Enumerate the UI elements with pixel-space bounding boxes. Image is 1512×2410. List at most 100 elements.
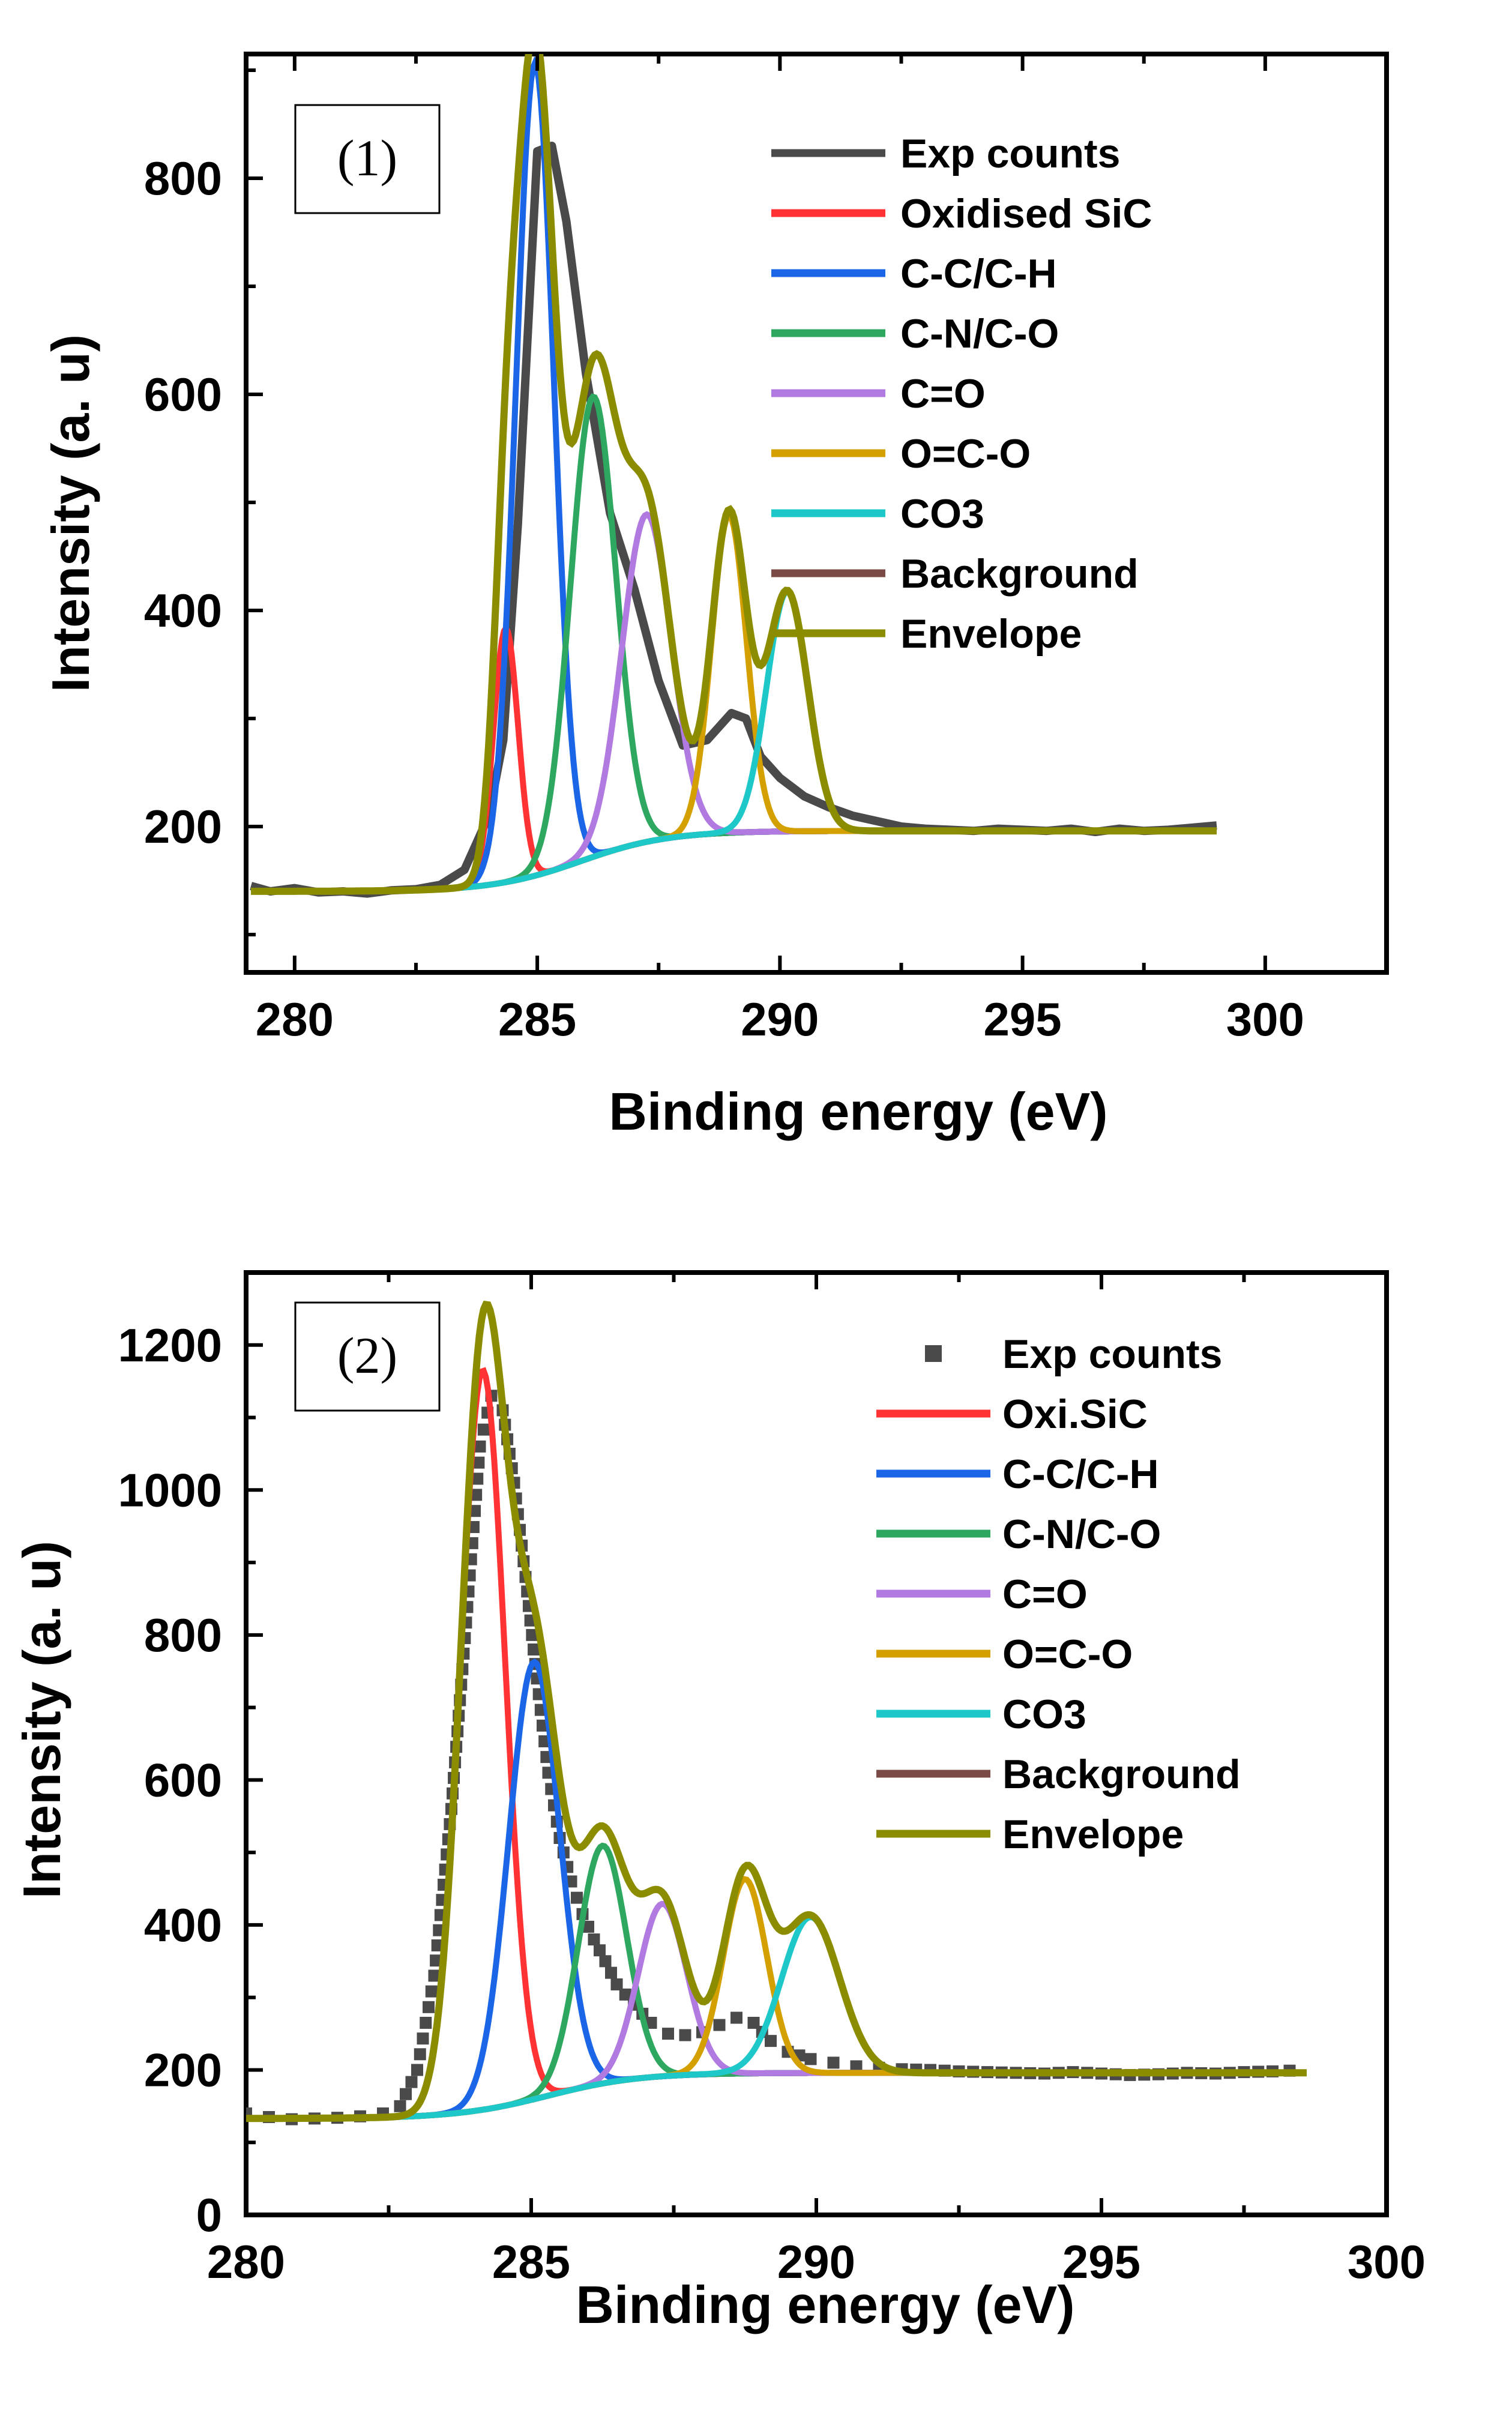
exp-count-point — [246, 2107, 252, 2119]
legend-item-o-c-o: O=C-O — [771, 431, 1031, 477]
exp-count-point — [411, 2064, 423, 2076]
exp-count-point — [594, 1944, 606, 1957]
y-tick-label: 800 — [144, 152, 222, 205]
legend-label: C=O — [900, 371, 986, 417]
exp-count-point — [430, 1954, 442, 1967]
exp-count-point — [471, 1472, 484, 1485]
exp-count-point — [528, 1643, 540, 1655]
y-axis-ticks: 200 400 600 800 — [144, 68, 263, 936]
exp-count-point — [713, 2019, 726, 2031]
y-tick-label: 400 — [144, 1899, 222, 1951]
x-axis-ticks: 280 285 290 295 300 — [207, 1273, 1426, 2288]
y-tick-label: 400 — [144, 584, 222, 637]
legend-item-background: Background — [771, 551, 1139, 597]
y-tick-label: 200 — [144, 2043, 222, 2096]
x-tick-label: 285 — [498, 993, 576, 1046]
exp-count-point — [765, 2035, 777, 2047]
exp-count-point — [588, 1933, 600, 1946]
legend-label: O=C-O — [1002, 1631, 1133, 1677]
chart-panel-1: 280 285 290 295 300 200 400 600 800 (1) Exp cou… — [41, 52, 1389, 1141]
envelope-line — [246, 1300, 1307, 2122]
legend-label: C-C/C-H — [1002, 1451, 1159, 1497]
legend-item-background: Background — [876, 1752, 1241, 1797]
x-axis-title: Binding energy (eV) — [609, 1082, 1107, 1141]
background-line — [251, 828, 1217, 894]
exp-count-point — [400, 2088, 412, 2100]
legend: Exp counts Oxidised SiC C-C/C-H C-N/C-O C=O O… — [771, 131, 1152, 657]
x-tick-label: 290 — [777, 2235, 855, 2288]
legend-item-c-o: C=O — [876, 1571, 1088, 1617]
oxidised-sic-peak-line — [251, 622, 1217, 894]
exp-count-point — [414, 2048, 426, 2061]
x-axis-ticks: 280 285 290 295 300 — [256, 54, 1388, 1046]
plot-area: 280 285 290 295 300 200 400 600 800 — [144, 52, 1389, 1046]
legend-item-co3: CO3 — [876, 1692, 1086, 1737]
exp-count-point — [730, 2011, 742, 2024]
legend-label: Oxi.SiC — [1002, 1391, 1148, 1437]
x-axis-title: Binding energy (eV) — [576, 2275, 1074, 2334]
exp-count-point — [477, 1423, 490, 1436]
exp-count-point — [425, 1985, 438, 1998]
legend-label: C-C/C-H — [900, 251, 1057, 297]
c-c-c-h-peak-line — [246, 1658, 1307, 2122]
exp-count-point — [405, 2076, 418, 2088]
panel-label: (1) — [337, 129, 397, 187]
panel-label-box: (1) — [294, 104, 441, 214]
exp-count-point — [420, 2016, 432, 2029]
panel-label-box: (2) — [294, 1301, 441, 1412]
legend-label: Envelope — [1002, 1812, 1184, 1857]
legend-label: Exp counts — [1002, 1331, 1223, 1377]
exp-count-point — [474, 1440, 486, 1453]
x-tick-label: 280 — [207, 2235, 285, 2288]
x-tick-label: 290 — [741, 993, 819, 1046]
exp-count-point — [610, 1978, 623, 1990]
exp-count-point — [582, 1920, 594, 1933]
exp-count-point — [679, 2029, 691, 2041]
x-tick-label: 280 — [256, 993, 334, 1046]
curves — [246, 1300, 1307, 2125]
legend-label: Envelope — [900, 611, 1082, 657]
legend-item-c-n-c-o: C-N/C-O — [876, 1511, 1161, 1557]
exp-count-point — [605, 1966, 617, 1979]
legend-item-exp-counts: Exp counts — [771, 131, 1121, 176]
exp-count-point — [804, 2053, 817, 2065]
exp-count-point — [423, 2001, 435, 2013]
legend-item-c-n-c-o: C-N/C-O — [771, 311, 1059, 357]
legend-item-exp-counts: Exp counts — [925, 1331, 1223, 1377]
x-tick-label: 300 — [1226, 993, 1304, 1046]
legend-label: Oxidised SiC — [900, 191, 1152, 236]
exp-count-point — [431, 1939, 444, 1951]
x-tick-label: 285 — [492, 2235, 570, 2288]
envelope-line — [251, 54, 1217, 895]
legend-swatch — [925, 1345, 942, 1362]
chart-panel-2: 280 285 290 295 300 0 200 400 600 800 1000 1200 (2… — [12, 1270, 1426, 2334]
legend-label: O=C-O — [900, 431, 1031, 477]
exp-count-point — [469, 1505, 481, 1517]
y-tick-label: 200 — [144, 800, 222, 853]
legend-item-co3: CO3 — [771, 491, 984, 537]
legend-item-c-c-c-h: C-C/C-H — [771, 251, 1057, 297]
legend-item-c-o: C=O — [771, 371, 986, 417]
y-tick-label: 0 — [196, 2189, 222, 2241]
exp-count-point — [599, 1955, 612, 1968]
exp-count-point — [827, 2056, 840, 2069]
exp-count-point — [571, 1891, 583, 1904]
legend-label: Background — [1002, 1752, 1241, 1797]
x-tick-label: 300 — [1348, 2235, 1426, 2288]
x-tick-label: 295 — [1062, 2235, 1140, 2288]
exp-count-point — [470, 1489, 483, 1501]
exp-count-point — [526, 1628, 538, 1641]
exp-count-point — [645, 2016, 657, 2029]
legend-label: Background — [900, 551, 1139, 597]
legend-label: CO3 — [1002, 1692, 1086, 1737]
legend-item-envelope: Envelope — [876, 1812, 1184, 1857]
legend-item-oxi-sic: Oxi.SiC — [876, 1391, 1148, 1437]
legend-item-envelope: Envelope — [771, 611, 1082, 657]
legend-item-oxidised-sic: Oxidised SiC — [771, 191, 1152, 236]
legend-label: Exp counts — [900, 131, 1121, 176]
plot-frame — [244, 52, 1389, 975]
y-tick-label: 1000 — [118, 1463, 222, 1516]
legend-item-o-c-o: O=C-O — [876, 1631, 1133, 1677]
x-tick-label: 295 — [984, 993, 1062, 1046]
exp-count-point — [850, 2060, 863, 2073]
